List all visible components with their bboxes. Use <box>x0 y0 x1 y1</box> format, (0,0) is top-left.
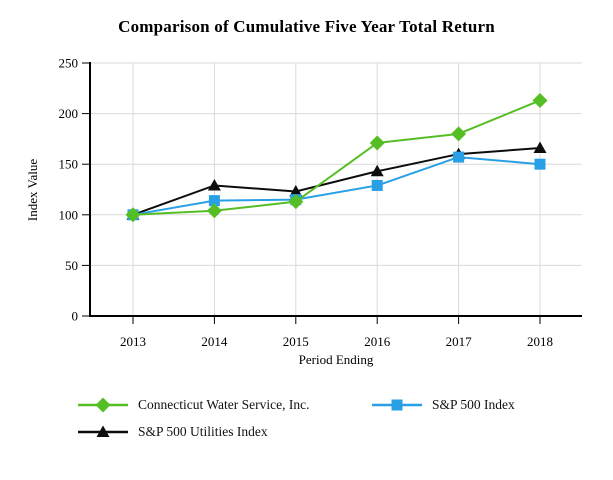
y-tick-label: 200 <box>59 106 79 121</box>
y-tick-label: 0 <box>72 309 79 324</box>
legend-row-2: S&P 500 Utilities Index <box>78 423 578 441</box>
legend-row-1: Connecticut Water Service, Inc. S&P 500 … <box>78 396 578 414</box>
x-axis-title: Period Ending <box>298 352 374 367</box>
y-tick-label: 100 <box>59 207 79 222</box>
data-point-0 <box>125 207 141 223</box>
data-point-0 <box>206 203 222 219</box>
y-tick-label: 250 <box>59 56 79 71</box>
x-tick-label: 2015 <box>283 334 309 349</box>
chart-title: Comparison of Cumulative Five Year Total… <box>118 17 495 36</box>
data-point-2 <box>533 141 547 154</box>
legend-item-sp500-utilities: S&P 500 Utilities Index <box>78 423 268 441</box>
data-point-1 <box>371 179 383 191</box>
series-line-2 <box>132 147 541 216</box>
legend: Connecticut Water Service, Inc. S&P 500 … <box>78 396 578 441</box>
legend-swatch-diamond-icon <box>78 397 128 413</box>
x-tick-label: 2016 <box>364 334 391 349</box>
y-axis-title: Index Value <box>25 158 40 222</box>
legend-marker <box>95 397 111 413</box>
data-point-1 <box>208 195 220 207</box>
series-line-0 <box>132 99 541 216</box>
legend-item-sp500: S&P 500 Index <box>372 396 515 414</box>
data-point-2 <box>207 178 221 191</box>
legend-label-sp500-utilities: S&P 500 Utilities Index <box>138 424 268 439</box>
data-point-0 <box>369 135 385 151</box>
data-point-2 <box>289 185 303 197</box>
data-point-0 <box>451 126 467 142</box>
legend-item-connecticut-water: Connecticut Water Service, Inc. <box>78 396 358 414</box>
data-point-0 <box>532 92 548 108</box>
chart-canvas: 0 50 100 150 200 250 2013 2014 2015 2016 2017 2018 <box>59 56 582 349</box>
legend-marker <box>96 425 110 437</box>
series-line-1 <box>132 156 541 216</box>
x-tick-label: 2017 <box>446 334 473 349</box>
data-point-0 <box>288 194 304 210</box>
data-point-2 <box>370 164 384 177</box>
data-point-1 <box>453 151 465 163</box>
x-tick-label: 2014 <box>201 334 228 349</box>
legend-label-sp500: S&P 500 Index <box>432 397 515 412</box>
x-tick-label: 2018 <box>527 334 553 349</box>
y-tick-label: 150 <box>59 157 79 172</box>
x-tick-label: 2013 <box>120 334 146 349</box>
legend-label-connecticut-water: Connecticut Water Service, Inc. <box>138 397 310 412</box>
y-tick-label: 50 <box>65 258 78 273</box>
legend-swatch-square-icon <box>372 399 422 411</box>
legend-swatch-triangle-icon <box>78 425 128 437</box>
legend-marker <box>391 399 403 411</box>
data-point-1 <box>534 158 546 170</box>
